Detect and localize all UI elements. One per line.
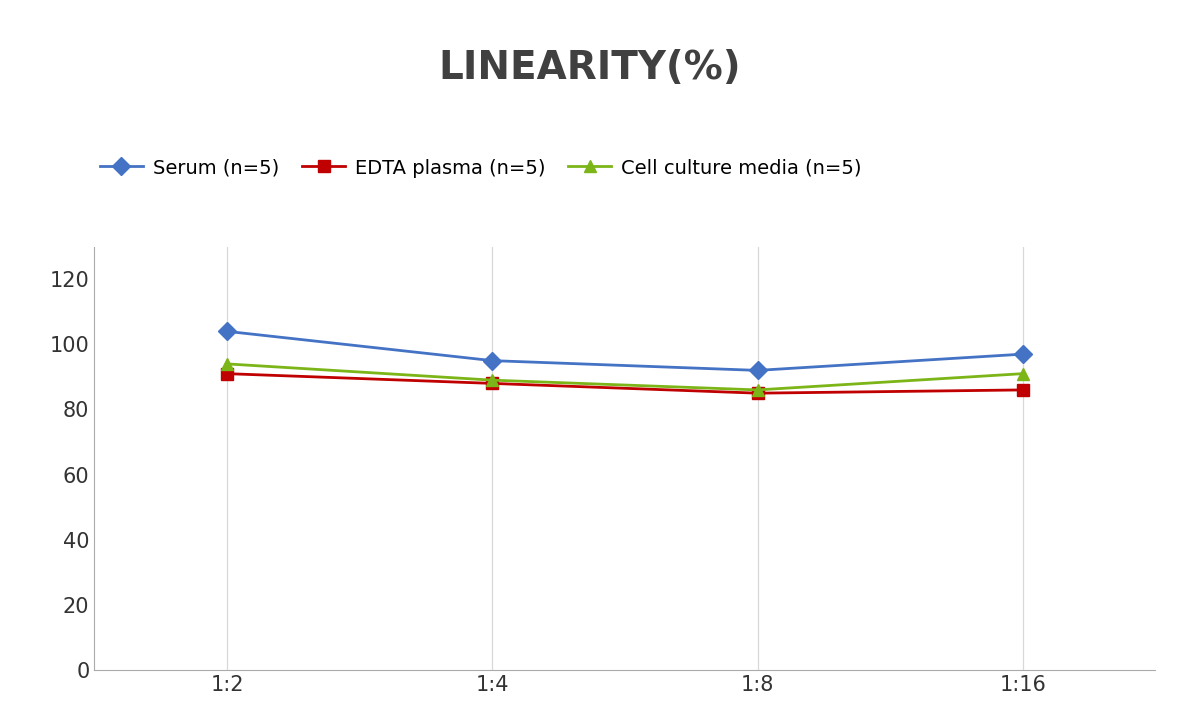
Serum (n=5) <box>751 366 765 374</box>
EDTA plasma (n=5) <box>1016 386 1030 394</box>
Legend: Serum (n=5), EDTA plasma (n=5), Cell culture media (n=5): Serum (n=5), EDTA plasma (n=5), Cell cul… <box>92 151 869 185</box>
Serum (n=5) <box>486 357 500 365</box>
Text: LINEARITY(%): LINEARITY(%) <box>439 49 740 87</box>
Serum (n=5) <box>220 327 235 336</box>
Cell culture media (n=5) <box>220 360 235 368</box>
Cell culture media (n=5) <box>751 386 765 394</box>
Cell culture media (n=5) <box>1016 369 1030 378</box>
EDTA plasma (n=5) <box>486 379 500 388</box>
Line: EDTA plasma (n=5): EDTA plasma (n=5) <box>220 367 1029 400</box>
Line: Serum (n=5): Serum (n=5) <box>220 325 1029 376</box>
EDTA plasma (n=5) <box>751 389 765 398</box>
EDTA plasma (n=5) <box>220 369 235 378</box>
Serum (n=5) <box>1016 350 1030 358</box>
Cell culture media (n=5) <box>486 376 500 384</box>
Line: Cell culture media (n=5): Cell culture media (n=5) <box>220 357 1029 396</box>
